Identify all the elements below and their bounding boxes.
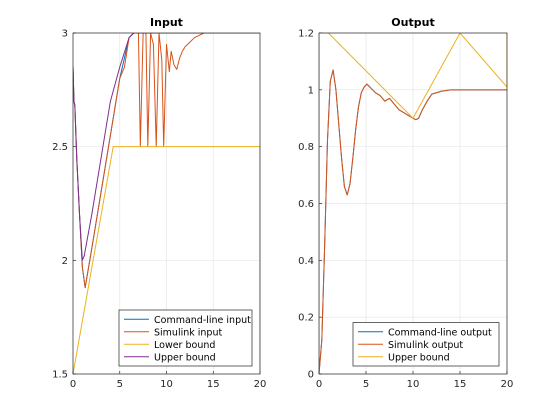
x-tick-label: 20: [501, 379, 514, 390]
y-tick-label: 0.4: [298, 256, 314, 267]
legend-entry: Upper bound: [154, 352, 216, 363]
series-line-simulink-output: [319, 69, 507, 374]
y-tick-label: 0.2: [298, 313, 314, 324]
y-tick-label: 2.5: [52, 142, 68, 153]
y-tick-label: 1.5: [52, 370, 68, 381]
y-tick-label: 2: [62, 256, 68, 267]
x-tick-label: 10: [160, 379, 173, 390]
axes-frame: [72, 32, 261, 375]
legend-entry: Simulink output: [388, 340, 463, 351]
x-tick-label: 20: [254, 379, 267, 390]
y-tick-label: 0.6: [298, 199, 314, 210]
x-tick-label: 5: [117, 379, 123, 390]
legend-entry: Lower bound: [154, 340, 215, 351]
axes-frame: [318, 32, 508, 375]
chart-title: Output: [391, 16, 434, 29]
x-tick-label: 0: [70, 379, 76, 390]
legend-entry: Simulink input: [154, 327, 222, 338]
output-chart: 0 5 10 15 20 0 0.2 0.4 0.6 0.8 1 1.2 Output Command-l…: [298, 16, 513, 390]
y-tick-label: 1: [308, 85, 314, 96]
x-tick-label: 10: [407, 379, 420, 390]
y-tick-label: 3: [62, 29, 68, 40]
input-chart: 0 5 10 15 20 1.5 2 2.5 3 Input Command-line inputS…: [52, 16, 266, 390]
y-tick-label: 0.8: [298, 142, 314, 153]
legend-entry: Upper bound: [388, 352, 450, 363]
x-tick-label: 5: [363, 379, 369, 390]
x-tick-label: 15: [207, 379, 220, 390]
legend-entry: Command-line output: [388, 327, 492, 338]
series-line-upper-bound: [319, 33, 507, 374]
legend-entry: Command-line input: [154, 315, 251, 326]
series-line-lower-bound: [73, 146, 260, 374]
series-line-upper-bound: [73, 33, 260, 261]
x-tick-label: 15: [454, 379, 467, 390]
y-tick-label: 1.2: [298, 29, 314, 40]
y-tick-label: 0: [308, 370, 314, 381]
x-tick-label: 0: [316, 379, 322, 390]
chart-title: Input: [150, 16, 183, 29]
legend: Command-line output Simulink outputUpper …: [352, 322, 500, 367]
